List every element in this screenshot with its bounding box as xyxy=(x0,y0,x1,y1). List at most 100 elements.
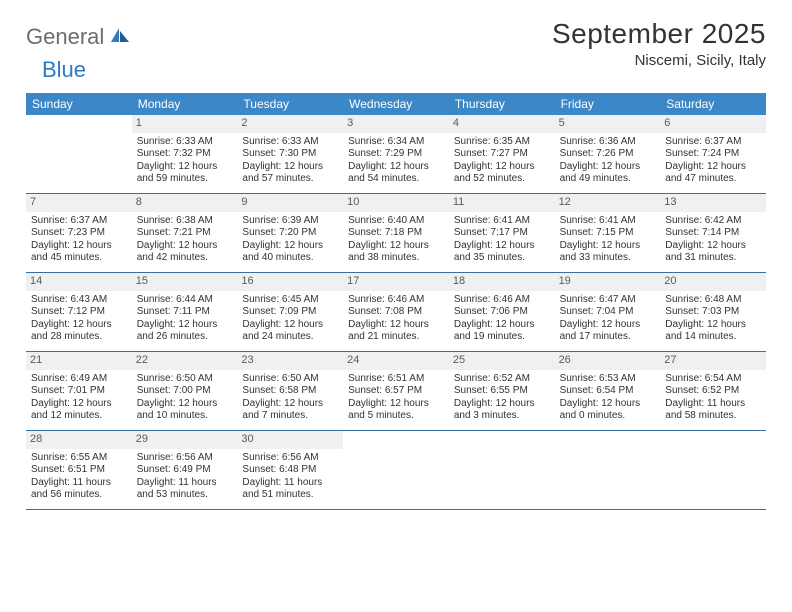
sunset-text: Sunset: 6:58 PM xyxy=(242,385,338,398)
daylight-text: Daylight: 12 hours and 12 minutes. xyxy=(31,398,127,423)
daylight-text: Daylight: 12 hours and 0 minutes. xyxy=(560,398,656,423)
daylight-text: Daylight: 11 hours and 51 minutes. xyxy=(242,477,338,502)
sunrise-text: Sunrise: 6:39 AM xyxy=(242,215,338,228)
daylight-text: Daylight: 12 hours and 52 minutes. xyxy=(454,161,550,186)
day-number: 14 xyxy=(26,273,132,291)
sunrise-text: Sunrise: 6:49 AM xyxy=(31,373,127,386)
sunrise-text: Sunrise: 6:37 AM xyxy=(31,215,127,228)
calendar-day-cell xyxy=(555,431,661,509)
sunrise-text: Sunrise: 6:35 AM xyxy=(454,136,550,149)
sunset-text: Sunset: 7:30 PM xyxy=(242,148,338,161)
day-number: 4 xyxy=(449,115,555,133)
sunset-text: Sunset: 7:12 PM xyxy=(31,306,127,319)
daylight-text: Daylight: 12 hours and 14 minutes. xyxy=(665,319,761,344)
calendar-day-cell: 16Sunrise: 6:45 AMSunset: 7:09 PMDayligh… xyxy=(237,273,343,351)
sunrise-text: Sunrise: 6:53 AM xyxy=(560,373,656,386)
day-number: 26 xyxy=(555,352,661,370)
sunrise-text: Sunrise: 6:47 AM xyxy=(560,294,656,307)
sunrise-text: Sunrise: 6:41 AM xyxy=(454,215,550,228)
sunset-text: Sunset: 7:08 PM xyxy=(348,306,444,319)
calendar-day-cell: 17Sunrise: 6:46 AMSunset: 7:08 PMDayligh… xyxy=(343,273,449,351)
daylight-text: Daylight: 12 hours and 40 minutes. xyxy=(242,240,338,265)
calendar-day-cell: 20Sunrise: 6:48 AMSunset: 7:03 PMDayligh… xyxy=(660,273,766,351)
sunset-text: Sunset: 7:09 PM xyxy=(242,306,338,319)
sunset-text: Sunset: 7:29 PM xyxy=(348,148,444,161)
sunset-text: Sunset: 7:00 PM xyxy=(137,385,233,398)
sunrise-text: Sunrise: 6:44 AM xyxy=(137,294,233,307)
sunset-text: Sunset: 7:27 PM xyxy=(454,148,550,161)
day-number: 3 xyxy=(343,115,449,133)
logo-sail-icon xyxy=(109,26,131,49)
sunrise-text: Sunrise: 6:56 AM xyxy=(242,452,338,465)
sunrise-text: Sunrise: 6:38 AM xyxy=(137,215,233,228)
calendar-day-cell: 9Sunrise: 6:39 AMSunset: 7:20 PMDaylight… xyxy=(237,194,343,272)
day-number: 5 xyxy=(555,115,661,133)
day-number: 12 xyxy=(555,194,661,212)
weekday-header: Wednesday xyxy=(343,93,449,115)
day-number: 19 xyxy=(555,273,661,291)
day-number: 24 xyxy=(343,352,449,370)
sunset-text: Sunset: 6:51 PM xyxy=(31,464,127,477)
day-number: 11 xyxy=(449,194,555,212)
calendar-day-cell: 19Sunrise: 6:47 AMSunset: 7:04 PMDayligh… xyxy=(555,273,661,351)
calendar-day-cell: 13Sunrise: 6:42 AMSunset: 7:14 PMDayligh… xyxy=(660,194,766,272)
sunset-text: Sunset: 6:49 PM xyxy=(137,464,233,477)
sunset-text: Sunset: 7:11 PM xyxy=(137,306,233,319)
sunset-text: Sunset: 7:32 PM xyxy=(137,148,233,161)
weekday-header: Monday xyxy=(132,93,238,115)
daylight-text: Daylight: 12 hours and 38 minutes. xyxy=(348,240,444,265)
day-number: 9 xyxy=(237,194,343,212)
sunrise-text: Sunrise: 6:41 AM xyxy=(560,215,656,228)
calendar-day-cell: 30 Sunrise: 6:56 AMSunset: 6:48 PMDayligh… xyxy=(237,431,343,509)
daylight-text: Daylight: 12 hours and 45 minutes. xyxy=(31,240,127,265)
sunrise-text: Sunrise: 6:55 AM xyxy=(31,452,127,465)
sunrise-text: Sunrise: 6:56 AM xyxy=(137,452,233,465)
calendar-day-cell: 3Sunrise: 6:34 AMSunset: 7:29 PMDaylight… xyxy=(343,115,449,193)
daylight-text: Daylight: 12 hours and 5 minutes. xyxy=(348,398,444,423)
calendar-day-cell: 25Sunrise: 6:52 AMSunset: 6:55 PMDayligh… xyxy=(449,352,555,430)
day-number: 16 xyxy=(237,273,343,291)
calendar-day-cell: 4 Sunrise: 6:35 AMSunset: 7:27 PMDaylight… xyxy=(449,115,555,193)
calendar-day-cell: 5Sunrise: 6:36 AMSunset: 7:26 PMDaylight… xyxy=(555,115,661,193)
sunset-text: Sunset: 7:14 PM xyxy=(665,227,761,240)
sunset-text: Sunset: 6:48 PM xyxy=(242,464,338,477)
calendar-day-cell: 26Sunrise: 6:53 AMSunset: 6:54 PMDayligh… xyxy=(555,352,661,430)
daylight-text: Daylight: 12 hours and 47 minutes. xyxy=(665,161,761,186)
sunset-text: Sunset: 7:17 PM xyxy=(454,227,550,240)
sunset-text: Sunset: 7:26 PM xyxy=(560,148,656,161)
daylight-text: Daylight: 12 hours and 28 minutes. xyxy=(31,319,127,344)
sunrise-text: Sunrise: 6:46 AM xyxy=(454,294,550,307)
day-number: 10 xyxy=(343,194,449,212)
daylight-text: Daylight: 12 hours and 54 minutes. xyxy=(348,161,444,186)
day-number: 17 xyxy=(343,273,449,291)
sunrise-text: Sunrise: 6:33 AM xyxy=(137,136,233,149)
daylight-text: Daylight: 12 hours and 33 minutes. xyxy=(560,240,656,265)
calendar-day-cell: 10Sunrise: 6:40 AMSunset: 7:18 PMDayligh… xyxy=(343,194,449,272)
day-number: 1 xyxy=(132,115,238,133)
day-number: 27 xyxy=(660,352,766,370)
sunset-text: Sunset: 7:04 PM xyxy=(560,306,656,319)
daylight-text: Daylight: 12 hours and 19 minutes. xyxy=(454,319,550,344)
day-number: 2 xyxy=(237,115,343,133)
daylight-text: Daylight: 12 hours and 10 minutes. xyxy=(137,398,233,423)
day-number: 15 xyxy=(132,273,238,291)
weekday-header: Thursday xyxy=(449,93,555,115)
day-number: 18 xyxy=(449,273,555,291)
sunset-text: Sunset: 7:23 PM xyxy=(31,227,127,240)
calendar-day-cell xyxy=(343,431,449,509)
day-number: 29 xyxy=(132,431,238,449)
daylight-text: Daylight: 12 hours and 26 minutes. xyxy=(137,319,233,344)
daylight-text: Daylight: 12 hours and 31 minutes. xyxy=(665,240,761,265)
sunrise-text: Sunrise: 6:40 AM xyxy=(348,215,444,228)
day-number: 7 xyxy=(26,194,132,212)
sunrise-text: Sunrise: 6:50 AM xyxy=(137,373,233,386)
sunrise-text: Sunrise: 6:54 AM xyxy=(665,373,761,386)
logo-text-general: General xyxy=(26,24,104,50)
day-number: 21 xyxy=(26,352,132,370)
daylight-text: Daylight: 12 hours and 3 minutes. xyxy=(454,398,550,423)
sunset-text: Sunset: 7:24 PM xyxy=(665,148,761,161)
day-number: 30 xyxy=(237,431,343,449)
sunset-text: Sunset: 7:03 PM xyxy=(665,306,761,319)
month-title: September 2025 xyxy=(552,18,766,50)
sunset-text: Sunset: 7:21 PM xyxy=(137,227,233,240)
